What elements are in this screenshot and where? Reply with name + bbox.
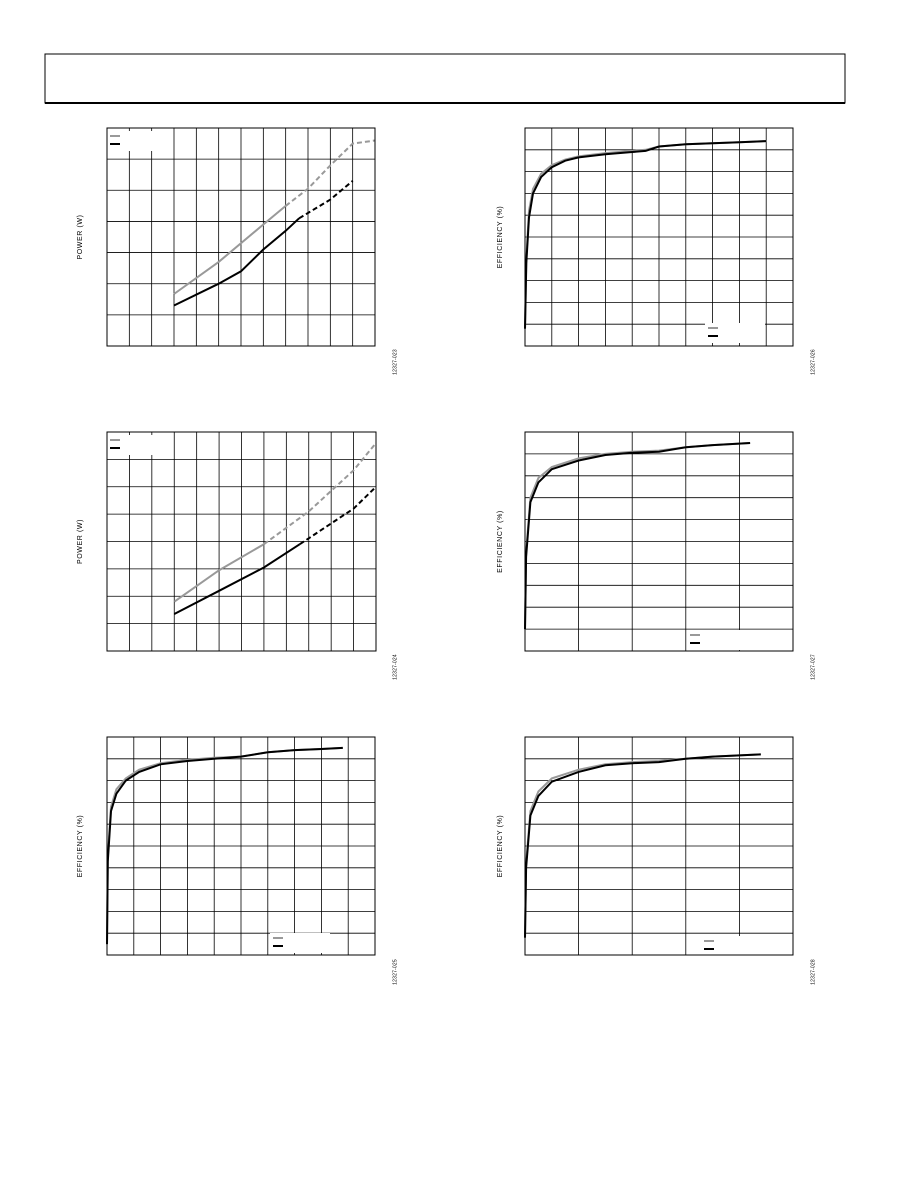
series-line: [173, 543, 265, 603]
figure-code: 12327-023: [392, 349, 398, 375]
series-line: [299, 486, 377, 546]
plot-border: [106, 431, 377, 652]
series-line: [524, 753, 761, 938]
y-axis-label: EFFICIENCY (%): [497, 206, 504, 269]
y-axis-label: EFFICIENCY (%): [77, 815, 84, 878]
series-line: [263, 442, 377, 546]
series-line: [285, 139, 376, 207]
header-box: [44, 53, 846, 104]
y-axis-label: EFFICIENCY (%): [497, 510, 504, 573]
legend-box: [107, 131, 167, 151]
series-line: [173, 205, 287, 295]
figure-code: 12327-028: [810, 959, 816, 985]
series-line: [524, 442, 751, 630]
y-axis-label: EFFICIENCY (%): [497, 815, 504, 878]
figure-code: 12327-025: [392, 959, 398, 985]
plot-border: [524, 431, 794, 652]
legend-box: [107, 435, 167, 455]
series-line: [173, 543, 301, 615]
y-axis-label: POWER (W): [77, 214, 84, 259]
figure-code: 12327-024: [392, 654, 398, 680]
series-line: [524, 140, 767, 329]
series-line: [298, 180, 354, 220]
legend-box: [701, 936, 761, 956]
plot-border: [524, 736, 794, 956]
figure-code: 12327-027: [810, 654, 816, 680]
y-axis-label: POWER (W): [77, 519, 84, 564]
legend-box: [687, 630, 747, 650]
series-line: [173, 217, 300, 307]
figure-code: 12327-026: [810, 349, 816, 375]
plot-border: [106, 736, 376, 956]
plot-border: [106, 127, 376, 347]
series-line: [106, 746, 343, 945]
legend-box: [705, 323, 765, 343]
plot-border: [524, 127, 794, 347]
legend-box: [270, 933, 330, 953]
